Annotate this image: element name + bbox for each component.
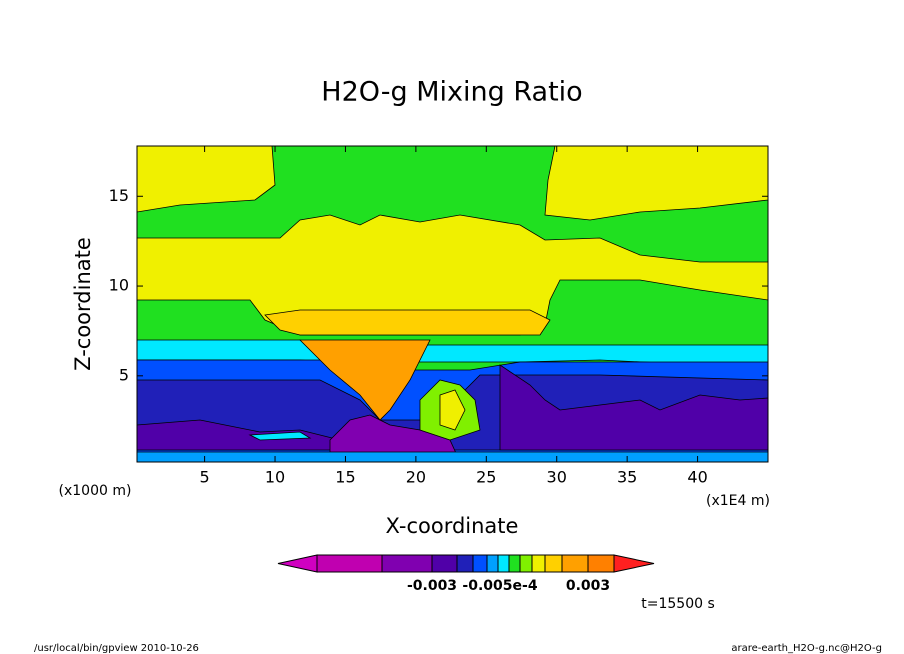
y-tick-label: 5 (119, 365, 129, 384)
colorbar-box (508, 554, 521, 573)
x-tick-label: 25 (476, 468, 496, 487)
colorbar-box (431, 554, 458, 573)
colorbar-box (456, 554, 474, 573)
colorbar-box (544, 554, 563, 573)
x-tick-label: 35 (617, 468, 637, 487)
x-tick-label: 20 (406, 468, 426, 487)
colorbar: -0.003 -0.005e-4 0.003 (277, 554, 655, 594)
colorbar-box (561, 554, 589, 573)
colorbar-box (531, 554, 546, 573)
colorbar-box (486, 554, 499, 573)
x-axis-label: X-coordinate (386, 514, 519, 538)
x-tick-label: 40 (687, 468, 707, 487)
y-tick-label: 15 (109, 186, 129, 205)
colorbar-box (316, 554, 383, 573)
x-unit: (x1000 m) (59, 483, 132, 499)
footer-right: arare-earth_H2O-g.nc@H2O-g (731, 643, 882, 654)
colorbar-arrow (613, 554, 655, 573)
y-axis-label: Z-coordinate (71, 237, 95, 371)
x-tick-label: 5 (200, 468, 210, 487)
colorbar-box (587, 554, 615, 573)
time-label: t=15500 s (641, 596, 715, 612)
x-tick-label: 30 (547, 468, 567, 487)
colorbar-box (381, 554, 433, 573)
plot-frame (136, 145, 769, 463)
colorbar-label: -0.005e-4 (462, 578, 537, 594)
contour-field (137, 146, 768, 462)
x-unit-right: (x1E4 m) (706, 493, 770, 509)
x-tick-label: 15 (335, 468, 355, 487)
colorbar-arrow (277, 554, 318, 573)
colorbar-box (497, 554, 510, 573)
colorbar-label: 0.003 (566, 578, 610, 594)
colorbar-label: -0.003 (407, 578, 457, 594)
y-tick-label: 10 (109, 276, 129, 295)
x-tick-label: 10 (265, 468, 285, 487)
footer-left: /usr/local/bin/gpview 2010-10-26 (34, 643, 199, 654)
colorbar-box (472, 554, 488, 573)
chart-title: H2O-g Mixing Ratio (321, 77, 582, 108)
colorbar-box (519, 554, 533, 573)
